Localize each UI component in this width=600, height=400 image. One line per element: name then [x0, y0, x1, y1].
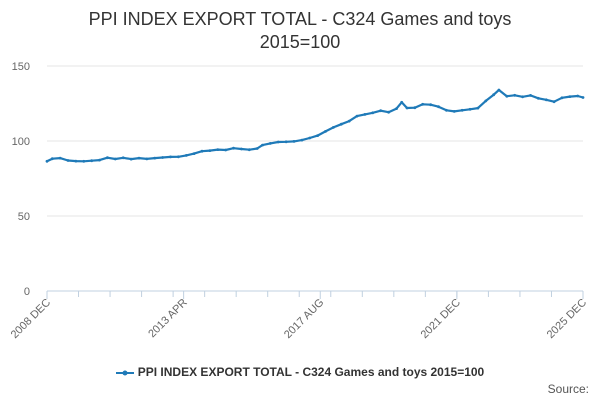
data-point — [137, 156, 141, 160]
data-point — [363, 113, 367, 116]
data-point — [421, 102, 425, 106]
data-point — [161, 156, 165, 159]
data-point — [400, 100, 404, 104]
data-point — [468, 107, 472, 111]
data-point — [568, 95, 572, 98]
data-point — [413, 106, 417, 110]
data-point — [560, 96, 564, 100]
data-point — [82, 159, 86, 163]
data-point — [476, 106, 480, 110]
data-point — [395, 107, 398, 110]
y-tick-label: 100 — [12, 136, 30, 148]
data-point — [339, 122, 343, 126]
data-point — [552, 100, 556, 104]
data-point — [505, 94, 509, 98]
y-tick-label: 0 — [24, 286, 30, 298]
data-point — [308, 136, 312, 140]
data-point — [379, 109, 383, 113]
data-point — [484, 99, 488, 103]
source-label: Source: — [547, 382, 589, 396]
legend-line-icon — [115, 370, 134, 376]
data-point — [106, 156, 109, 160]
data-point — [66, 159, 70, 162]
legend-label: PPI INDEX EXPORT TOTAL - C324 Games and … — [137, 365, 485, 379]
data-point — [268, 142, 272, 145]
data-point — [581, 96, 585, 99]
chart-title-line-1: PPI INDEX EXPORT TOTAL - C324 Games and … — [88, 9, 512, 29]
data-point — [247, 148, 251, 152]
chart-legend[interactable]: PPI INDEX EXPORT TOTAL - C324 Games and … — [0, 365, 600, 379]
chart-title: PPI INDEX EXPORT TOTAL - C324 Games and … — [0, 8, 600, 54]
data-point — [177, 155, 180, 159]
data-point — [387, 110, 390, 114]
data-point — [497, 88, 501, 92]
data-point — [45, 159, 49, 163]
data-point — [184, 154, 188, 157]
data-point — [284, 140, 288, 144]
data-point — [429, 103, 432, 107]
data-point — [74, 159, 78, 163]
data-point — [544, 98, 548, 102]
data-point — [437, 105, 440, 109]
data-point — [536, 96, 540, 100]
data-point — [98, 158, 101, 162]
chart-title-line-2: 2015=100 — [259, 32, 341, 52]
data-point — [445, 108, 448, 112]
x-tick-label: 2013 APR — [146, 297, 190, 341]
data-point — [292, 140, 296, 143]
data-point — [208, 149, 212, 153]
x-tick-label: 2017 AUG — [282, 297, 326, 341]
data-point — [513, 93, 517, 97]
data-point — [200, 149, 204, 153]
data-point — [232, 146, 235, 150]
data-point — [355, 114, 359, 118]
x-tick-label: 2008 DEC — [9, 297, 53, 341]
data-point — [145, 157, 149, 161]
data-point — [452, 110, 456, 113]
data-point — [300, 138, 304, 142]
data-point — [90, 159, 94, 163]
data-point — [324, 130, 327, 133]
data-point — [58, 156, 62, 160]
data-point — [460, 108, 464, 112]
data-point — [113, 157, 117, 161]
data-point — [529, 94, 532, 97]
data-point — [261, 143, 264, 147]
data-point — [216, 148, 220, 152]
y-tick-label: 50 — [18, 211, 30, 223]
data-point — [153, 156, 157, 160]
data-point — [240, 147, 243, 151]
data-point — [255, 147, 259, 150]
data-point — [347, 119, 351, 123]
data-point — [192, 152, 196, 156]
x-tick-label: 2025 DEC — [545, 297, 589, 341]
data-point — [405, 106, 409, 110]
data-point — [492, 93, 496, 97]
data-point — [50, 157, 54, 161]
data-point — [332, 126, 335, 129]
data-point — [169, 155, 172, 159]
data-point — [129, 157, 133, 161]
data-point — [224, 148, 228, 152]
data-point — [576, 94, 580, 98]
data-point — [371, 111, 375, 115]
x-tick-label: 2021 DEC — [419, 297, 463, 341]
data-point — [316, 134, 319, 138]
series-line-0 — [45, 88, 585, 163]
data-point — [276, 140, 280, 144]
data-point — [121, 156, 125, 160]
data-point — [521, 95, 524, 99]
y-tick-label: 150 — [12, 61, 30, 73]
